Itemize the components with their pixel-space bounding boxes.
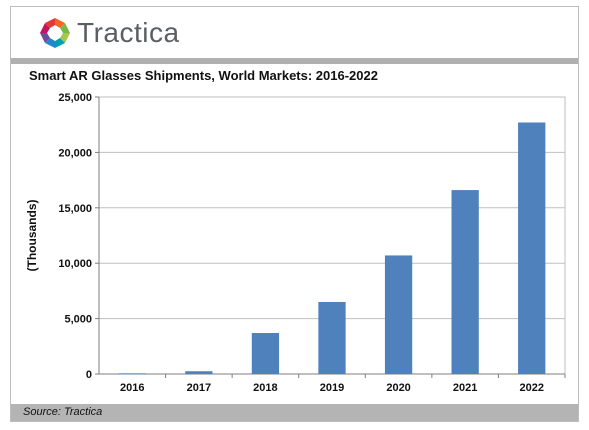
y-tick-label: 25,000 bbox=[58, 92, 92, 104]
x-tick-label: 2022 bbox=[519, 382, 543, 394]
bar-2019 bbox=[318, 301, 346, 374]
y-tick-label: 0 bbox=[86, 369, 92, 381]
footer-bar bbox=[11, 404, 578, 421]
x-tick-label: 2017 bbox=[187, 382, 211, 394]
tractica-logo-icon bbox=[40, 18, 70, 48]
x-tick-label: 2019 bbox=[320, 382, 344, 394]
brand-header: Tractica bbox=[11, 7, 578, 57]
y-axis-label: (Thousands) bbox=[25, 200, 39, 272]
bar-2022 bbox=[518, 122, 546, 374]
x-tick-label: 2021 bbox=[453, 382, 477, 394]
bar-2017 bbox=[185, 371, 213, 374]
brand-name: Tractica bbox=[77, 17, 180, 48]
y-tick-label: 10,000 bbox=[58, 258, 92, 270]
bar-2021 bbox=[451, 190, 479, 374]
bar-chart: 0 5,000 10,000 15,000 20,000 25,000 2016 2017 20… bbox=[25, 92, 566, 394]
header-rule bbox=[11, 58, 578, 64]
y-tick-label: 15,000 bbox=[58, 203, 92, 215]
x-tick-label: 2020 bbox=[386, 382, 410, 394]
y-tick-label: 20,000 bbox=[58, 147, 92, 159]
source-note: Source: Tractica bbox=[23, 406, 103, 418]
bar-2018 bbox=[251, 333, 280, 374]
chart-title: Smart AR Glasses Shipments, World Market… bbox=[29, 68, 378, 83]
x-tick-label: 2016 bbox=[120, 382, 144, 394]
y-tick-label: 5,000 bbox=[64, 314, 92, 326]
bar-2016 bbox=[118, 373, 146, 375]
x-tick-label: 2018 bbox=[253, 382, 277, 394]
chart-frame: Tractica Smart AR Glasses Shipments, Wor… bbox=[10, 6, 579, 422]
bar-2020 bbox=[384, 255, 413, 374]
